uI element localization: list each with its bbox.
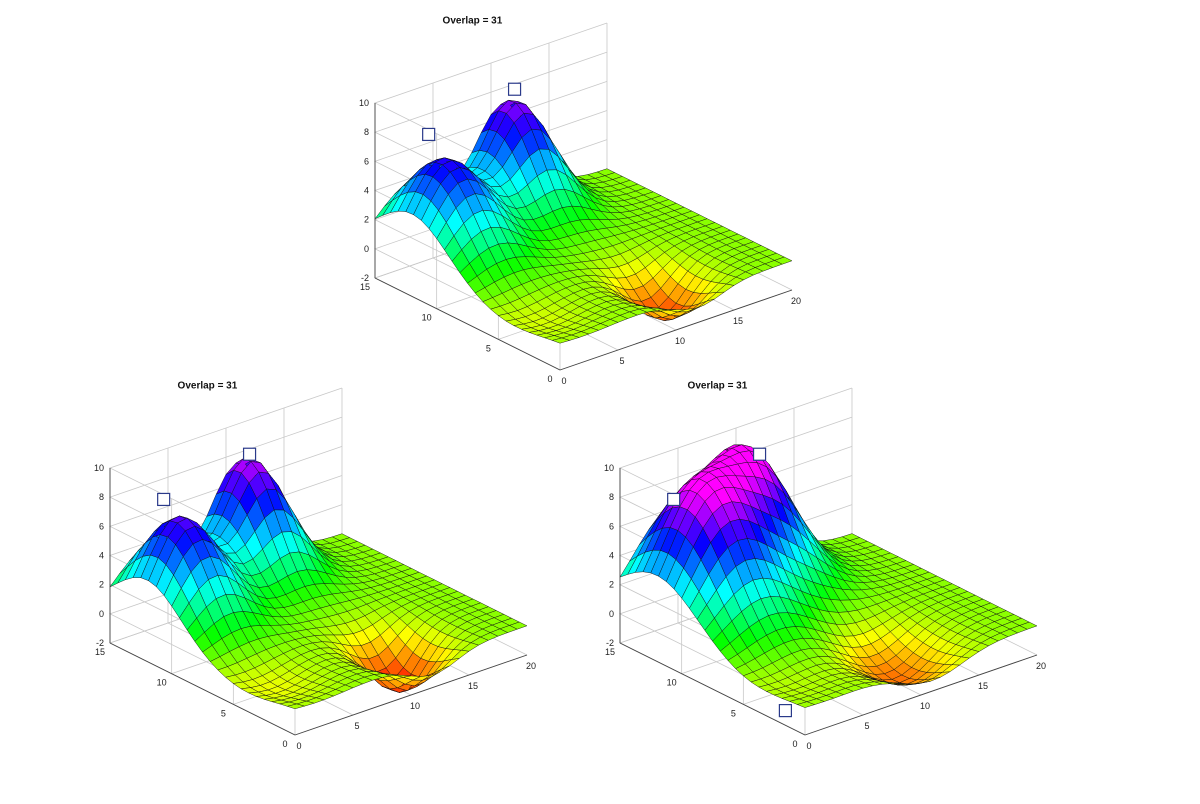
surface-plot-1: 0 5 10 15 20 0 5 10 15 -2 0 2 4 6 8 10 Overlap = 31 (355, 15, 835, 386)
x-tick-label: 10 (675, 336, 685, 346)
z-tick-label: 0 (609, 609, 614, 619)
y-tick-label: 15 (360, 282, 370, 292)
x-tick-label: 0 (296, 741, 301, 751)
x-axis (804, 654, 1038, 736)
y-tick-label: 15 (605, 647, 615, 657)
y-axis (619, 642, 806, 736)
z-tick-label: 4 (609, 551, 614, 561)
square-marker (667, 492, 681, 507)
surface-plot-3: 0 5 10 15 20 0 5 10 15 -2 0 2 4 6 8 10 Overlap = 31 (600, 380, 1080, 751)
x-tick-label: 0 (806, 741, 811, 751)
y-tick-label: 5 (486, 343, 491, 353)
square-marker (242, 447, 257, 461)
y-tick-label: 0 (547, 374, 552, 384)
z-tick-label: -2 (361, 273, 369, 283)
square-marker (157, 492, 171, 507)
axes (374, 103, 793, 371)
z-tick-label: 4 (364, 186, 369, 196)
x-tick-label: 5 (864, 721, 869, 731)
z-tick-label: 0 (99, 609, 104, 619)
square-marker (778, 704, 792, 718)
axes (619, 468, 1038, 736)
y-tick-label: 0 (282, 739, 287, 749)
square-marker (507, 82, 522, 96)
y-axis (109, 642, 296, 736)
y-tick-label: 15 (95, 647, 105, 657)
z-tick-label: 6 (609, 521, 614, 531)
z-tick-label: 2 (364, 215, 369, 225)
z-tick-label: 2 (99, 580, 104, 590)
square-marker (752, 447, 767, 461)
z-tick-label: 6 (364, 156, 369, 166)
y-axis (374, 277, 561, 371)
z-tick-label: 10 (604, 463, 614, 473)
square-marker (422, 127, 436, 142)
x-tick-label: 15 (978, 681, 988, 691)
y-tick-label: 10 (667, 678, 677, 688)
y-tick-label: 10 (422, 313, 432, 323)
surface (109, 458, 528, 710)
x-tick-label: 5 (354, 721, 359, 731)
x-axis (294, 654, 528, 736)
chart-title: Overlap = 31 (178, 380, 238, 391)
chart-title: Overlap = 31 (688, 380, 748, 391)
z-tick-label: 10 (94, 463, 104, 473)
x-tick-label: 10 (410, 701, 420, 711)
z-tick-label: 0 (364, 244, 369, 254)
x-tick-label: 5 (619, 356, 624, 366)
surface-patch (509, 621, 528, 630)
x-axis (559, 289, 793, 371)
y-tick-label: 0 (792, 739, 797, 749)
surface-patch (1019, 621, 1038, 630)
y-tick-label: 5 (731, 708, 736, 718)
surface (374, 99, 793, 344)
surface-patch (774, 256, 793, 265)
z-tick-label: 8 (609, 492, 614, 502)
x-tick-label: 10 (920, 701, 930, 711)
z-tick-label: 10 (359, 98, 369, 108)
axes (109, 468, 528, 736)
x-tick-label: 0 (561, 376, 566, 386)
z-tick-label: 6 (99, 521, 104, 531)
chart-title: Overlap = 31 (443, 15, 503, 26)
x-tick-label: 20 (1036, 661, 1046, 671)
x-tick-label: 15 (733, 316, 743, 326)
x-tick-label: 20 (526, 661, 536, 671)
z-tick-label: 8 (99, 492, 104, 502)
surface-plot-2: 0 5 10 15 20 0 5 10 15 -2 0 2 4 6 8 10 Overlap = 31 (90, 380, 570, 751)
z-tick-label: 2 (609, 580, 614, 590)
z-tick-label: -2 (96, 638, 104, 648)
y-tick-label: 10 (157, 678, 167, 688)
z-tick-label: 8 (364, 127, 369, 137)
x-tick-label: 20 (791, 296, 801, 306)
x-tick-label: 15 (468, 681, 478, 691)
y-tick-label: 5 (221, 708, 226, 718)
surface (619, 444, 1038, 708)
z-tick-label: 4 (99, 551, 104, 561)
z-tick-label: -2 (606, 638, 614, 648)
